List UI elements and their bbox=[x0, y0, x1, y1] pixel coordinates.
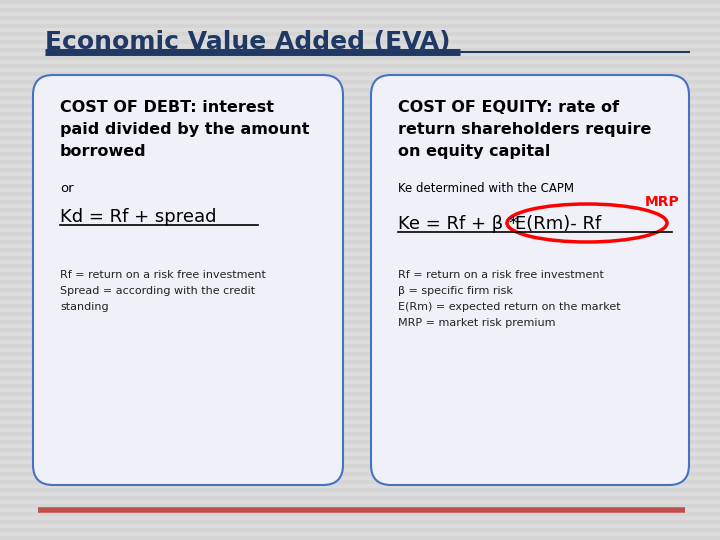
Bar bbox=[0, 216, 720, 220]
Bar bbox=[0, 96, 720, 100]
FancyBboxPatch shape bbox=[371, 75, 689, 485]
Bar bbox=[0, 408, 720, 412]
Bar bbox=[0, 24, 720, 28]
Text: Rf = return on a risk free investment: Rf = return on a risk free investment bbox=[398, 270, 604, 280]
Text: borrowed: borrowed bbox=[60, 144, 147, 159]
Text: MRP: MRP bbox=[645, 195, 680, 209]
Text: MRP = market risk premium: MRP = market risk premium bbox=[398, 318, 556, 328]
Text: Ke determined with the CAPM: Ke determined with the CAPM bbox=[398, 182, 574, 195]
Bar bbox=[0, 112, 720, 116]
Text: Rf = return on a risk free investment: Rf = return on a risk free investment bbox=[60, 270, 266, 280]
Bar bbox=[0, 144, 720, 148]
Bar bbox=[0, 432, 720, 436]
Bar bbox=[0, 48, 720, 52]
Bar bbox=[0, 240, 720, 244]
Bar bbox=[0, 312, 720, 316]
Bar bbox=[0, 104, 720, 108]
Bar bbox=[0, 40, 720, 44]
Bar bbox=[0, 120, 720, 124]
Bar bbox=[0, 440, 720, 444]
Bar bbox=[0, 208, 720, 212]
Bar bbox=[0, 512, 720, 516]
Bar bbox=[0, 328, 720, 332]
Bar bbox=[0, 0, 720, 4]
Text: return shareholders require: return shareholders require bbox=[398, 122, 652, 137]
Text: β = specific firm risk: β = specific firm risk bbox=[398, 286, 513, 296]
Bar bbox=[0, 416, 720, 420]
Bar bbox=[0, 320, 720, 324]
Bar bbox=[0, 496, 720, 500]
Bar bbox=[0, 184, 720, 188]
Bar bbox=[0, 488, 720, 492]
Bar bbox=[0, 336, 720, 340]
Bar bbox=[0, 256, 720, 260]
Bar bbox=[0, 80, 720, 84]
Bar bbox=[0, 296, 720, 300]
Bar bbox=[0, 56, 720, 60]
Bar bbox=[0, 248, 720, 252]
Bar bbox=[0, 472, 720, 476]
Bar bbox=[0, 392, 720, 396]
Bar bbox=[0, 352, 720, 356]
Bar bbox=[0, 368, 720, 372]
Text: Kd = Rf + spread: Kd = Rf + spread bbox=[60, 208, 217, 226]
Bar bbox=[0, 504, 720, 508]
Bar bbox=[0, 360, 720, 364]
Bar bbox=[0, 384, 720, 388]
Bar bbox=[0, 88, 720, 92]
Bar bbox=[0, 344, 720, 348]
Text: standing: standing bbox=[60, 302, 109, 312]
Bar bbox=[0, 32, 720, 36]
Bar bbox=[0, 16, 720, 20]
Text: COST OF EQUITY: rate of: COST OF EQUITY: rate of bbox=[398, 100, 619, 115]
Text: E(Rm)- Rf: E(Rm)- Rf bbox=[515, 215, 601, 233]
Bar bbox=[0, 264, 720, 268]
Text: Spread = according with the credit: Spread = according with the credit bbox=[60, 286, 255, 296]
Bar bbox=[0, 424, 720, 428]
Text: paid divided by the amount: paid divided by the amount bbox=[60, 122, 310, 137]
Bar bbox=[0, 376, 720, 380]
Bar bbox=[0, 8, 720, 12]
Bar bbox=[0, 456, 720, 460]
Bar bbox=[0, 192, 720, 196]
Text: or: or bbox=[60, 182, 73, 195]
Bar bbox=[0, 288, 720, 292]
Bar bbox=[0, 136, 720, 140]
Bar bbox=[0, 64, 720, 68]
Bar bbox=[0, 224, 720, 228]
Bar bbox=[0, 152, 720, 156]
Bar bbox=[0, 168, 720, 172]
FancyBboxPatch shape bbox=[33, 75, 343, 485]
Bar bbox=[0, 304, 720, 308]
Text: Economic Value Added (EVA): Economic Value Added (EVA) bbox=[45, 30, 451, 54]
Bar bbox=[0, 128, 720, 132]
Text: Ke = Rf + β *: Ke = Rf + β * bbox=[398, 215, 529, 233]
Bar bbox=[0, 536, 720, 540]
Bar bbox=[0, 480, 720, 484]
Text: on equity capital: on equity capital bbox=[398, 144, 550, 159]
Text: E(Rm) = expected return on the market: E(Rm) = expected return on the market bbox=[398, 302, 621, 312]
Bar bbox=[0, 280, 720, 284]
Bar bbox=[0, 520, 720, 524]
Bar bbox=[0, 72, 720, 76]
Bar bbox=[0, 200, 720, 204]
Bar bbox=[0, 272, 720, 276]
Bar bbox=[0, 176, 720, 180]
Bar bbox=[0, 528, 720, 532]
Bar bbox=[0, 400, 720, 404]
Bar bbox=[0, 232, 720, 236]
Bar bbox=[0, 160, 720, 164]
Bar bbox=[0, 448, 720, 452]
Text: COST OF DEBT: interest: COST OF DEBT: interest bbox=[60, 100, 274, 115]
Bar bbox=[0, 464, 720, 468]
